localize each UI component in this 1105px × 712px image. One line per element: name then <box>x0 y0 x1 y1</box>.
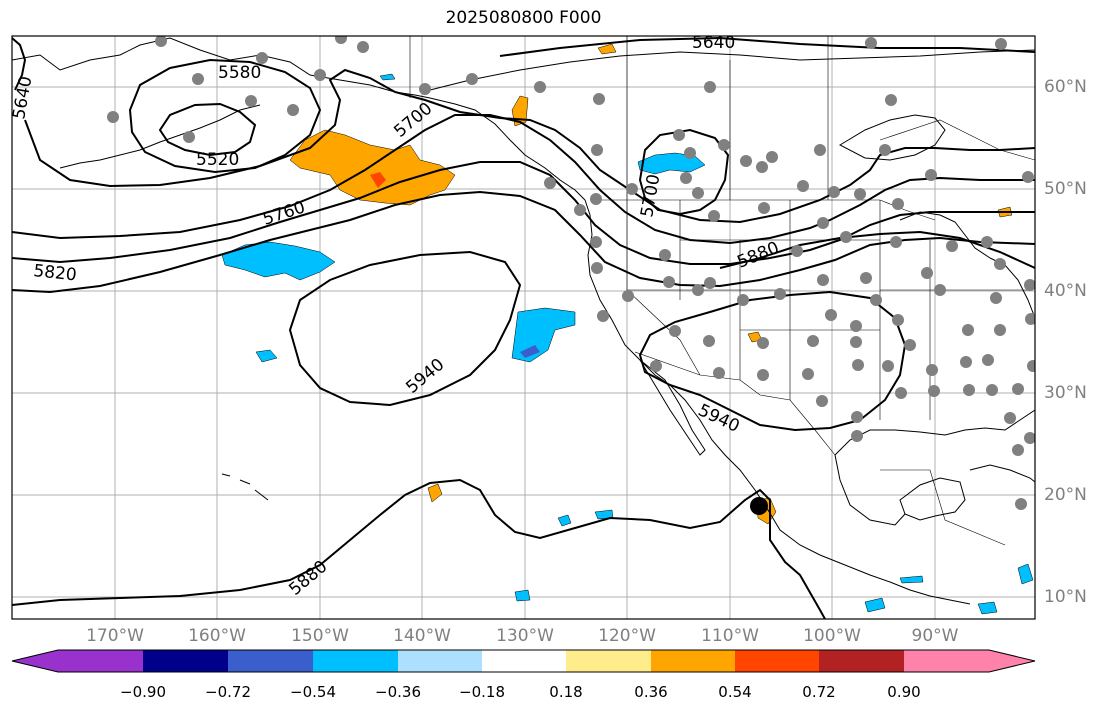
grid-lines <box>12 36 1035 619</box>
shaded-patches <box>221 43 1034 615</box>
blue-patch-pacific-west <box>221 241 336 281</box>
yucatan <box>899 477 966 521</box>
colorbar-outline <box>11 649 1036 673</box>
canada-province-4 <box>879 119 1035 161</box>
contour-5940-us <box>638 290 907 432</box>
colorbar-tick-label: 0.54 <box>718 683 752 701</box>
contour-label: 5580 <box>218 63 261 83</box>
contour-5580 <box>128 58 322 174</box>
blue-small-1 <box>255 349 278 363</box>
contour-5940-pacific <box>288 250 522 407</box>
red-spot <box>370 172 386 188</box>
colorbar-tick-label: 0.72 <box>802 683 836 701</box>
colorbar-extend-low <box>12 650 58 672</box>
lat-label: 40°N <box>1044 281 1087 301</box>
blue-small-8 <box>977 601 998 615</box>
station-markers <box>107 36 1035 510</box>
lat-label: 50°N <box>1044 179 1087 199</box>
mexico-central-border <box>880 469 1006 546</box>
gulf-coast <box>834 409 1035 456</box>
contour-5640-west <box>12 37 27 91</box>
height-contours <box>12 36 1035 619</box>
blue-small-9 <box>379 73 396 81</box>
colorbar-tick-label: −0.90 <box>120 683 166 701</box>
blue-small-7 <box>1017 563 1034 585</box>
lon-label: 110°W <box>701 626 759 646</box>
state-line-1 <box>626 200 701 376</box>
contour-5820 <box>12 190 1035 294</box>
colorbar <box>11 649 1036 673</box>
contour-label: 5520 <box>196 150 239 170</box>
lon-label: 170°W <box>86 626 144 646</box>
hawaii-1 <box>221 473 231 477</box>
alaska-coast <box>12 37 586 201</box>
lon-label: 130°W <box>496 626 554 646</box>
orange-patch-gulf-alaska <box>289 129 456 206</box>
cuba <box>969 464 1035 483</box>
map-border <box>11 35 1036 620</box>
lon-label: 160°W <box>188 626 246 646</box>
colorbar-tick-label: −0.72 <box>205 683 251 701</box>
contour-5700 <box>12 114 1035 245</box>
west-coast-us <box>584 199 971 605</box>
colorbar-tick-label: 0.36 <box>634 683 668 701</box>
arctic-coast <box>429 49 1035 91</box>
contour-label: 5640 <box>692 33 735 53</box>
lat-label: 60°N <box>1044 77 1087 97</box>
hudson-bay <box>838 114 946 161</box>
lat-label: 30°N <box>1044 383 1087 403</box>
colorbar-tick-label: 0.18 <box>549 683 583 701</box>
lat-label: 10°N <box>1044 587 1087 607</box>
coastlines <box>12 37 1035 605</box>
contour-5520 <box>158 102 257 157</box>
orange-spot-pacific <box>427 483 443 503</box>
baja <box>639 359 706 456</box>
highlight-marker <box>750 497 768 515</box>
hawaii-3 <box>254 489 269 501</box>
contour-label: 5820 <box>32 261 77 285</box>
lon-label: 90°W <box>911 626 959 646</box>
colorbar-tick-label: 0.90 <box>887 683 921 701</box>
lat-label: 20°N <box>1044 485 1087 505</box>
contour-5640-north <box>499 36 1035 57</box>
darkblue-spot <box>520 345 540 358</box>
blue-small-4 <box>514 589 531 602</box>
colorbar-tick-label: −0.18 <box>459 683 505 701</box>
lon-label: 140°W <box>393 626 451 646</box>
lon-label: 150°W <box>291 626 349 646</box>
lon-label: 120°W <box>598 626 656 646</box>
hawaii-2 <box>239 479 251 485</box>
mexico-east-coast <box>834 454 906 526</box>
orange-spot-arctic <box>597 43 617 55</box>
blue-small-6 <box>899 575 924 584</box>
contour-5640-arc <box>24 68 1035 224</box>
blue-small-3 <box>557 514 572 527</box>
contour-5700-lake <box>638 128 730 216</box>
map-title: 2025080800 F000 <box>445 8 602 28</box>
colorbar-extend-high <box>989 650 1035 672</box>
aleutians <box>59 104 261 169</box>
lon-label: 100°W <box>803 626 861 646</box>
colorbar-tick-label: −0.54 <box>290 683 336 701</box>
blue-small-5 <box>864 597 886 613</box>
contour-5880-south <box>12 478 826 619</box>
colorbar-tick-label: −0.36 <box>375 683 421 701</box>
